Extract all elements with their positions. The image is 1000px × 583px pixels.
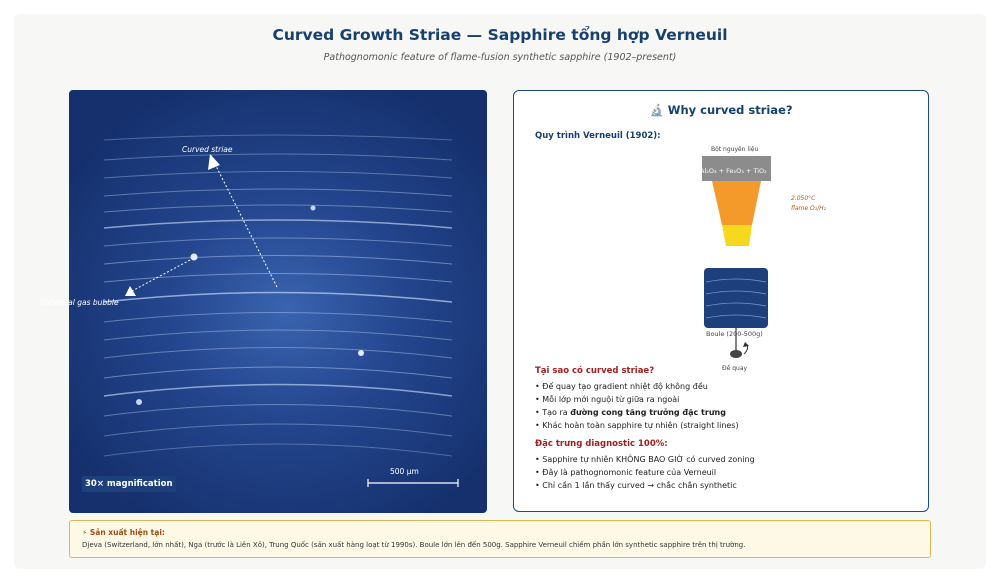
stria xyxy=(103,219,453,229)
stria xyxy=(103,204,453,213)
scale-bar-label: 500 μm xyxy=(390,467,419,476)
page-title: Curved Growth Striae — Sapphire tổng hợp… xyxy=(272,26,728,44)
stria xyxy=(103,329,453,341)
micrograph-panel xyxy=(69,90,487,513)
stria xyxy=(103,171,453,179)
stria xyxy=(103,312,453,323)
why-item: Tạo ra đường cong tăng trưởng đặc trưng xyxy=(535,406,739,419)
rotating-pedestal xyxy=(730,350,742,358)
diagnostic-item: Đây là pathognomonic feature của Verneui… xyxy=(535,466,755,479)
stria xyxy=(103,423,453,437)
page-subtitle: Pathognomonic feature of flame-fusion sy… xyxy=(323,52,677,63)
flame-orange xyxy=(712,181,761,225)
boule-label: Boule (200-500g) xyxy=(706,330,763,338)
stria xyxy=(103,134,453,141)
stria xyxy=(103,404,453,417)
diagnostic-list: Sapphire tự nhiên KHÔNG BAO GIỜ có curve… xyxy=(535,453,755,492)
gas-bubble xyxy=(358,350,364,356)
stria xyxy=(103,291,453,303)
feed-formula: Al₂O₃ + Fe₂O₃ + TiO₂ xyxy=(700,167,767,175)
label-curved-striae: Curved striae xyxy=(182,145,233,154)
feed-hopper xyxy=(702,156,771,181)
footer-note xyxy=(69,520,931,558)
diagnostic-item: Sapphire tự nhiên KHÔNG BAO GIỜ có curve… xyxy=(535,453,754,466)
stria xyxy=(103,383,453,397)
rotate-label: Đế quay xyxy=(722,365,748,372)
flame-yellow xyxy=(722,225,752,246)
panel-title: 🔬 Why curved striae? xyxy=(649,103,793,117)
why-heading: Tại sao có curved striae? xyxy=(535,366,655,376)
stria xyxy=(103,188,453,197)
stria xyxy=(103,273,453,283)
verneuil-diagram xyxy=(702,156,771,358)
arrowhead xyxy=(125,286,136,296)
why-item: Khác hoàn toàn sapphire tự nhiên (straig… xyxy=(535,419,738,432)
gas-bubble xyxy=(136,399,142,405)
striae-drawing xyxy=(103,134,459,487)
process-heading: Quy trình Verneuil (1902): xyxy=(535,131,661,141)
footer-body: Djeva (Switzerland, lớn nhất), Nga (trướ… xyxy=(82,541,746,549)
stria xyxy=(103,366,453,379)
stria xyxy=(103,153,453,161)
stria xyxy=(103,347,453,359)
boule-body xyxy=(704,268,768,328)
gas-bubble xyxy=(310,205,316,211)
stria xyxy=(103,237,453,247)
diagnostic-heading: Đặc trưng diagnostic 100%: xyxy=(535,439,668,449)
flame-temp: 2.050°C xyxy=(791,195,816,202)
flame-label: 2.050°C flame O₂/H₂ xyxy=(791,194,826,214)
why-list: Đế quay tạo gradient nhiệt độ không đều … xyxy=(535,380,739,432)
flame-gas: flame O₂/H₂ xyxy=(791,205,827,212)
why-item: Mỗi lớp mới nguội từ giữa ra ngoài xyxy=(535,393,739,406)
stria xyxy=(103,443,453,457)
why-item-pre: Tạo ra xyxy=(542,408,571,417)
label-gas-bubble: Spherical gas bubble xyxy=(40,298,119,307)
footer-heading: ⚡ Sản xuất hiện tại: xyxy=(82,528,165,537)
feed-label: Bột nguyên liệu xyxy=(711,146,759,153)
why-item-bold: đường cong tăng trưởng đặc trưng xyxy=(570,408,726,417)
magnification-badge: 30× magnification xyxy=(82,476,176,492)
stria xyxy=(103,255,453,265)
arrowhead xyxy=(208,154,220,170)
diagnostic-item: Chỉ cần 1 lần thấy curved → chắc chắn sy… xyxy=(535,479,755,492)
why-item: Đế quay tạo gradient nhiệt độ không đều xyxy=(535,380,739,393)
gas-bubble xyxy=(190,253,198,261)
